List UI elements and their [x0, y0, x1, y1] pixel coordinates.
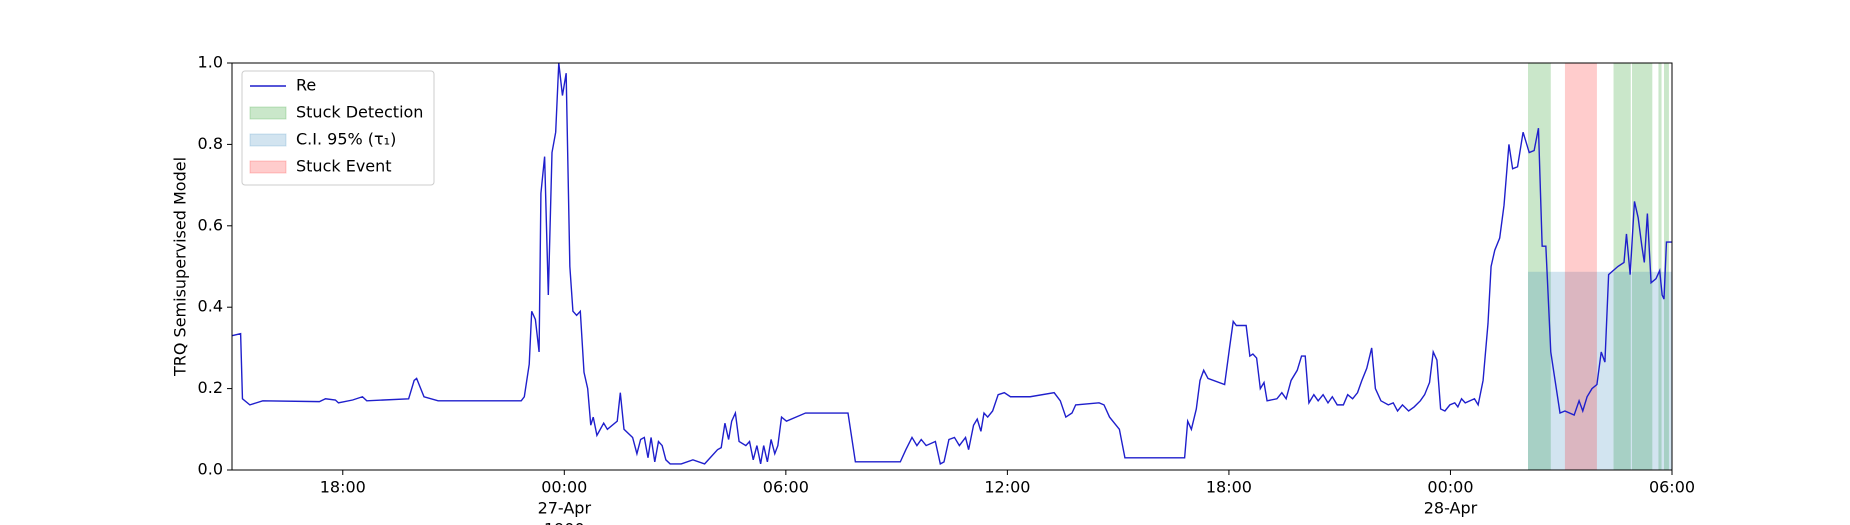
data-line [231, 62, 1672, 465]
plot-frame [231, 62, 1673, 471]
span [1564, 63, 1597, 470]
x-tick-label: 12:00 [984, 478, 1030, 497]
spans [1528, 63, 1672, 470]
x-tick-label: 18:00 [320, 478, 366, 497]
x-offset-label: 1900 [544, 520, 585, 525]
legend-label: Stuck Event [296, 157, 392, 176]
y-tick-label: 0.6 [198, 215, 223, 234]
x-tick-label: 18:00 [1206, 478, 1252, 497]
y-tick-label: 1.0 [198, 53, 223, 72]
legend-label: C.I. 95% (τ₁) [296, 130, 396, 149]
y-tick-label: 0.0 [198, 460, 223, 479]
x-tick-label: 00:00 [1427, 478, 1473, 497]
legend-patch [249, 160, 287, 174]
legend-label: Re [296, 76, 316, 95]
y-axis-label: TRQ Semisupervised Model [171, 157, 190, 377]
span [1528, 271, 1672, 470]
legend: Re Stuck Detection C.I. 95% (τ₁) Stuck Even… [241, 70, 435, 186]
span [1632, 63, 1653, 470]
x-tick-label: 00:00 [541, 478, 587, 497]
legend-box [241, 70, 435, 186]
span [1658, 63, 1662, 470]
span [1613, 63, 1631, 470]
span [1664, 63, 1669, 470]
span [1528, 63, 1551, 470]
y-tick-label: 0.4 [198, 297, 223, 316]
legend-patch [249, 133, 287, 147]
legend-patch [249, 106, 287, 120]
lines [231, 62, 1672, 465]
x-tick-label: 06:00 [1649, 478, 1695, 497]
x-date-label: 28-Apr [1424, 499, 1478, 518]
legend-label: Stuck Detection [296, 103, 423, 122]
x-tick-label: 06:00 [763, 478, 809, 497]
x-date-label: 27-Apr [538, 499, 592, 518]
axes: 0.0 0.2 0.4 0.6 0.8 1.0 18:00 00:00 27-Apr 06:00 1… [171, 53, 1696, 525]
y-tick-label: 0.8 [198, 134, 223, 153]
y-tick-label: 0.2 [198, 378, 223, 397]
